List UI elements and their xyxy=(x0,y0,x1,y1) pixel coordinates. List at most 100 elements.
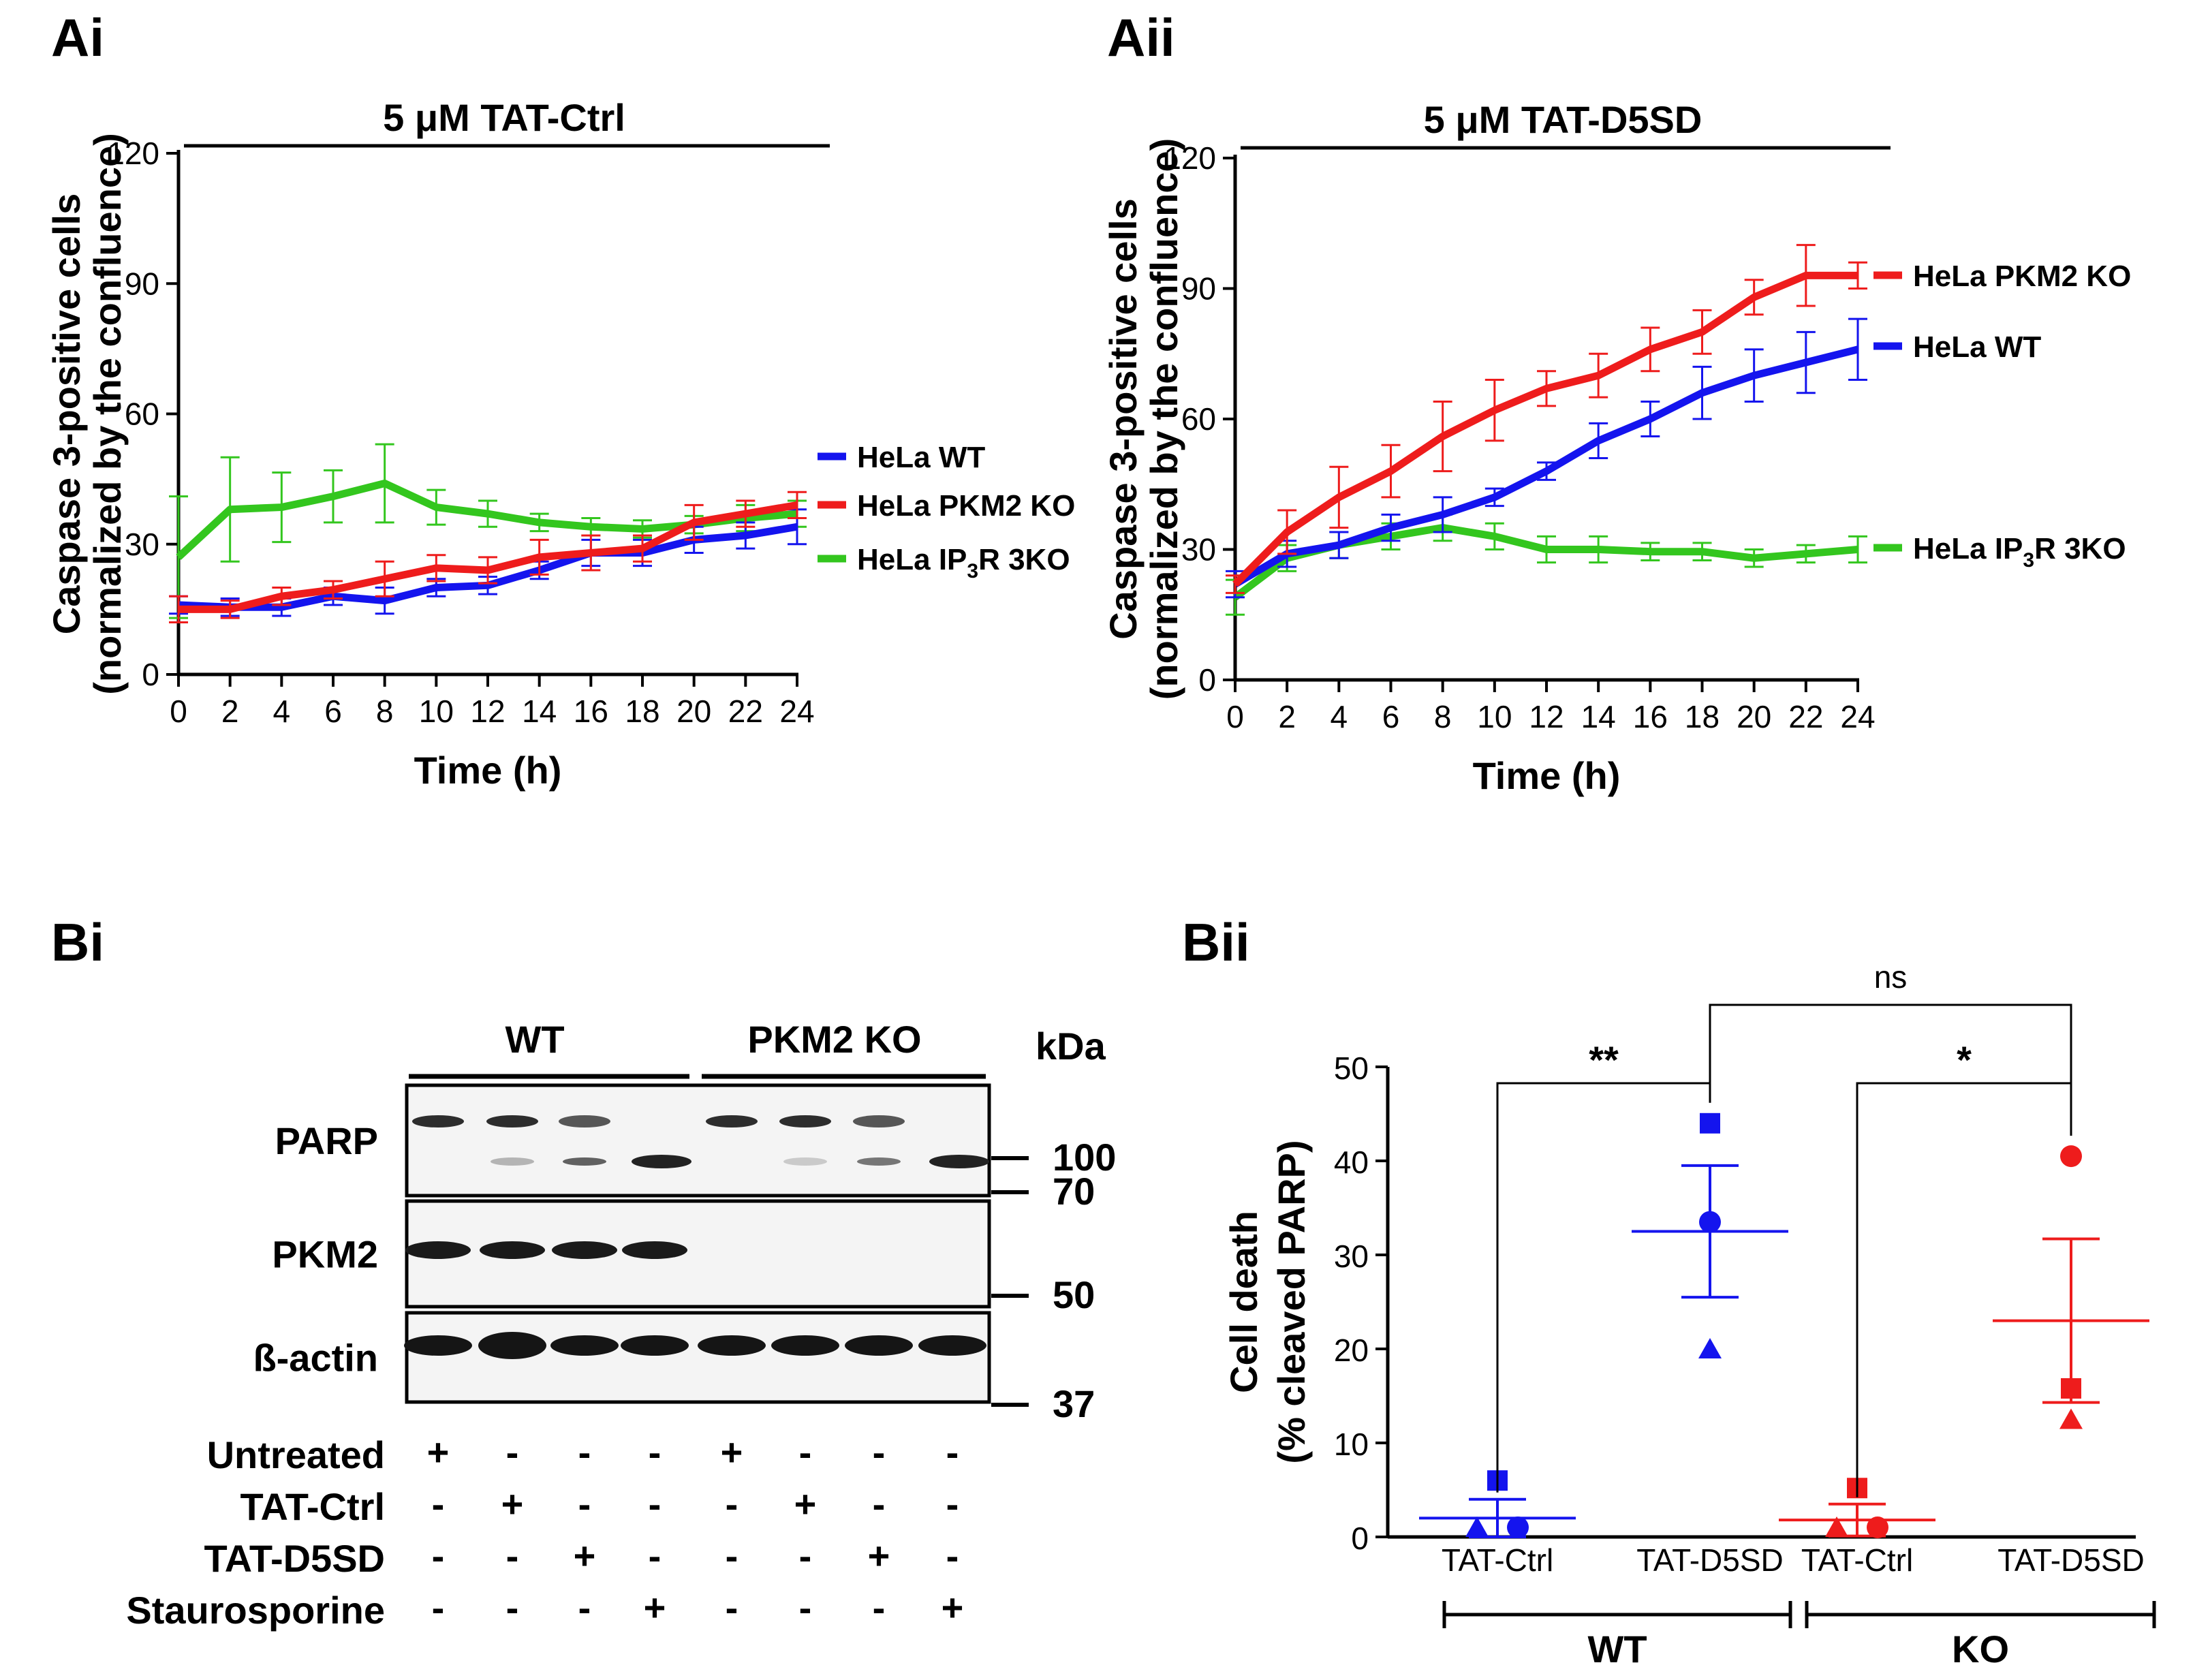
y-tick-label: 90 xyxy=(1181,271,1216,307)
legend-label-ip3r: HeLa IP3R 3KO xyxy=(1913,532,2126,572)
y-axis-label: Cell death xyxy=(1222,1211,1265,1393)
x-category-label: TAT-D5SD xyxy=(1636,1542,1784,1578)
marker-label: 37 xyxy=(1053,1382,1095,1425)
band-actin xyxy=(404,1335,472,1356)
condition-label: TAT-D5SD xyxy=(204,1537,385,1580)
x-tick-label: 6 xyxy=(1382,699,1400,734)
band-parp xyxy=(779,1115,831,1127)
y-tick-label: 120 xyxy=(107,136,159,171)
band-parp xyxy=(853,1115,905,1127)
series-line-pkm2 xyxy=(1232,271,1858,587)
legend-label-pkm2: HeLa PKM2 KO xyxy=(1913,260,2131,293)
significance-label: * xyxy=(1957,1038,1972,1081)
significance-bracket xyxy=(1856,1082,2072,1497)
condition-mark: - xyxy=(578,1431,591,1474)
x-tick-label: 18 xyxy=(1685,699,1720,734)
condition-mark: - xyxy=(578,1586,591,1629)
condition-mark: - xyxy=(649,1431,662,1474)
point-circle xyxy=(1867,1516,1888,1538)
group-3 xyxy=(1993,1145,2149,1429)
band-actin xyxy=(478,1332,546,1359)
band-parp xyxy=(706,1115,758,1127)
y-axis-label-2: (% cleaved PARP) xyxy=(1270,1140,1313,1463)
group-1 xyxy=(1632,1113,1788,1358)
band-cleaved-parp xyxy=(632,1155,691,1168)
x-tick-label: 10 xyxy=(1477,699,1512,734)
x-tick-label: 12 xyxy=(1529,699,1564,734)
x-tick-label: 16 xyxy=(574,694,608,729)
condition-mark: - xyxy=(432,1534,445,1577)
band-actin xyxy=(918,1335,986,1356)
series-line-wt xyxy=(1233,345,1859,588)
condition-mark: - xyxy=(946,1482,959,1525)
panel-label-bii: Bii xyxy=(1182,912,1250,972)
x-tick-label: 20 xyxy=(676,694,711,729)
chart-title: 5 μM TAT-D5SD xyxy=(1424,98,1702,141)
x-tick-label: 14 xyxy=(522,694,557,729)
band-parp xyxy=(412,1115,464,1127)
y-tick-label: 30 xyxy=(1181,532,1216,567)
x-tick-label: 4 xyxy=(1331,699,1348,734)
band-actin xyxy=(550,1335,619,1356)
x-tick-label: 0 xyxy=(1226,699,1244,734)
point-triangle xyxy=(1825,1516,1848,1537)
significance-bracket xyxy=(1496,1082,1711,1493)
condition-mark: - xyxy=(578,1482,591,1525)
marker-label: 100 xyxy=(1053,1136,1116,1179)
x-tick-label: 22 xyxy=(1788,699,1823,734)
condition-mark: + xyxy=(942,1586,964,1629)
chart-title: 5 μM TAT-Ctrl xyxy=(383,96,625,139)
band-pkm2 xyxy=(552,1241,617,1259)
x-tick-label: 24 xyxy=(1840,699,1875,734)
y-tick-label: 0 xyxy=(1351,1521,1369,1556)
blot-group-ko: PKM2 KO xyxy=(747,1018,921,1061)
band-actin xyxy=(621,1335,689,1356)
x-tick-label: 4 xyxy=(273,694,291,729)
band-cleaved-parp xyxy=(783,1157,827,1166)
significance-bracket-ns xyxy=(1709,1004,2072,1083)
legend-label-wt: HeLa WT xyxy=(857,441,985,474)
condition-mark: - xyxy=(432,1482,445,1525)
x-axis-label: Time (h) xyxy=(1473,754,1621,797)
condition-mark: - xyxy=(726,1482,738,1525)
blot-strip-0 xyxy=(405,1083,991,1198)
point-circle xyxy=(1699,1211,1721,1233)
condition-mark: + xyxy=(574,1534,596,1577)
blot-strip-1 xyxy=(405,1199,991,1309)
y-axis-label: Caspase 3-positive cells xyxy=(45,193,88,634)
chart-bii: 0 10 20 30 40 50 Cell death (% cleaved PARP) TAT… xyxy=(1222,959,2156,1670)
x-tick-label: 0 xyxy=(170,694,187,729)
legend-label-pkm2: HeLa PKM2 KO xyxy=(857,489,1075,523)
y-tick-label: 20 xyxy=(1334,1333,1369,1368)
band-pkm2 xyxy=(405,1241,471,1259)
band-cleaved-parp xyxy=(929,1155,989,1168)
y-tick-label: 0 xyxy=(1198,662,1216,698)
group-0 xyxy=(1419,1470,1576,1538)
significance-label: ** xyxy=(1589,1038,1619,1081)
panel-label-ai: Ai xyxy=(51,7,104,67)
x-tick-label: 8 xyxy=(376,694,394,729)
condition-mark: - xyxy=(726,1586,738,1629)
series-line-pkm2 xyxy=(178,501,798,613)
point-triangle xyxy=(1465,1516,1489,1537)
blot-row-label: PKM2 xyxy=(272,1233,378,1276)
point-circle xyxy=(2060,1145,2082,1168)
condition-label: Staurosporine xyxy=(126,1589,385,1632)
condition-label: TAT-Ctrl xyxy=(240,1485,385,1528)
y-axis-label-2: (normalized by the confluence) xyxy=(1142,138,1185,700)
condition-mark: - xyxy=(506,1586,519,1629)
band-actin xyxy=(771,1335,839,1356)
y-tick-label: 50 xyxy=(1334,1051,1369,1086)
condition-mark: - xyxy=(726,1534,738,1577)
point-square xyxy=(2061,1378,2081,1399)
condition-mark: + xyxy=(427,1431,450,1474)
group-2 xyxy=(1779,1478,1935,1538)
condition-mark: + xyxy=(644,1586,666,1629)
point-triangle xyxy=(2059,1408,2083,1429)
marker-label: 70 xyxy=(1053,1170,1095,1213)
y-tick-label: 60 xyxy=(125,396,159,432)
x-tick-label: 22 xyxy=(728,694,763,729)
condition-mark: - xyxy=(799,1534,812,1577)
